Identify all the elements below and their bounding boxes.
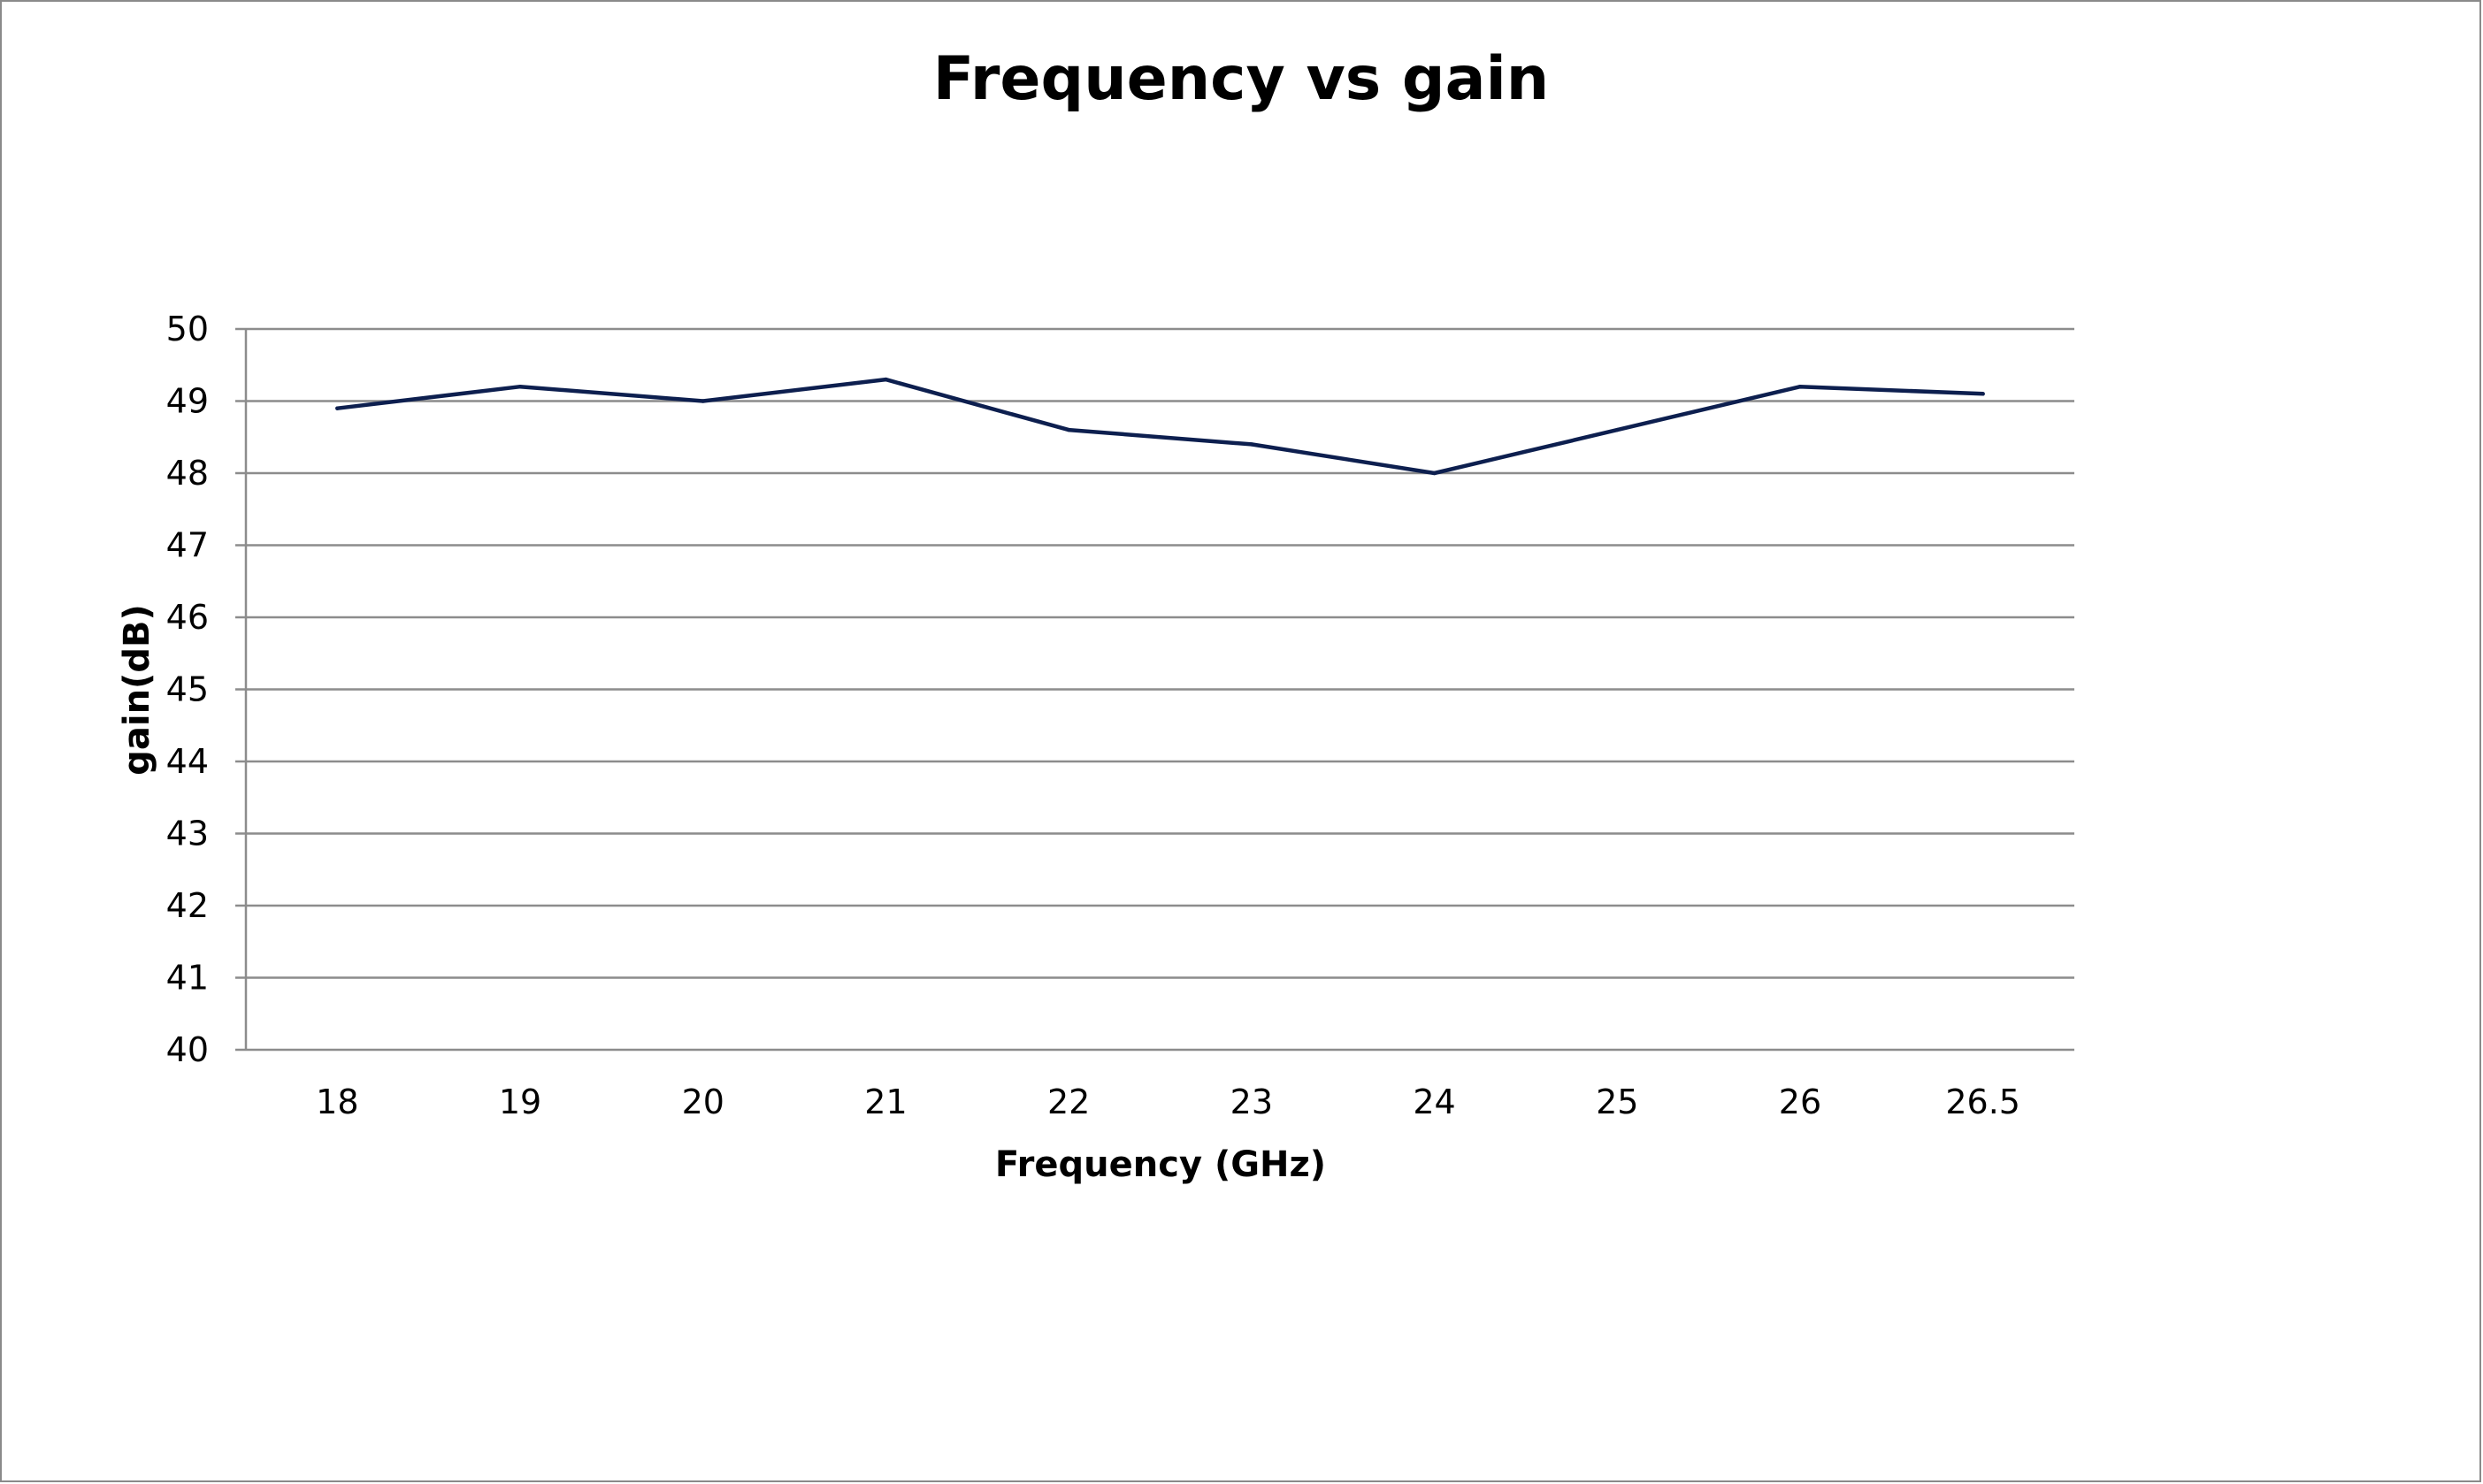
series-point	[1249, 442, 1254, 447]
y-tick-label: 42	[166, 886, 209, 925]
x-tick-label: 25	[1596, 1082, 1638, 1121]
series-point	[1981, 392, 1985, 396]
y-tick-label: 40	[166, 1030, 209, 1069]
y-tick-label: 46	[166, 598, 209, 637]
x-tick-label: 19	[499, 1082, 541, 1121]
x-tick-label: 18	[316, 1082, 358, 1121]
series-point	[1797, 385, 1803, 389]
series-point	[701, 399, 705, 403]
x-tick-label: 24	[1413, 1082, 1455, 1121]
chart-title: Frequency vs gain	[933, 44, 1549, 114]
y-axis-title: gain(dB)	[117, 604, 157, 776]
series-point	[1066, 427, 1071, 432]
x-tick-label: 23	[1230, 1082, 1273, 1121]
y-tick-label: 45	[166, 670, 209, 709]
y-tick-label: 50	[166, 310, 209, 348]
series-point	[1615, 427, 1620, 432]
x-tick-label: 21	[864, 1082, 907, 1121]
y-tick-label: 48	[166, 454, 209, 493]
y-tick-label: 49	[166, 382, 209, 421]
x-tick-labels: 18 19 20 21 22 23 24 25 26 26.5	[316, 1082, 2020, 1121]
x-tick-label: 20	[682, 1082, 724, 1121]
series-point	[335, 406, 340, 410]
y-tick-labels: 40 41 42 43 44 45 46 47 48 49 50	[166, 310, 209, 1069]
y-tick-label: 44	[166, 742, 209, 781]
x-tick-label: 22	[1047, 1082, 1090, 1121]
y-tick-label: 41	[166, 959, 209, 998]
series-point	[884, 377, 888, 382]
x-tick-label: 26	[1779, 1082, 1821, 1121]
y-tick-label: 47	[166, 526, 209, 565]
axes	[235, 327, 2074, 1052]
x-tick-label: 26.5	[1945, 1082, 2020, 1121]
series-point	[1432, 470, 1437, 476]
series-line-0	[335, 377, 1985, 476]
series-point	[517, 385, 523, 389]
y-tick-label: 43	[166, 815, 209, 853]
series-layer	[335, 377, 1985, 476]
x-axis-title: Frequency (GHz)	[995, 1144, 1326, 1185]
gridlines	[246, 327, 2074, 979]
